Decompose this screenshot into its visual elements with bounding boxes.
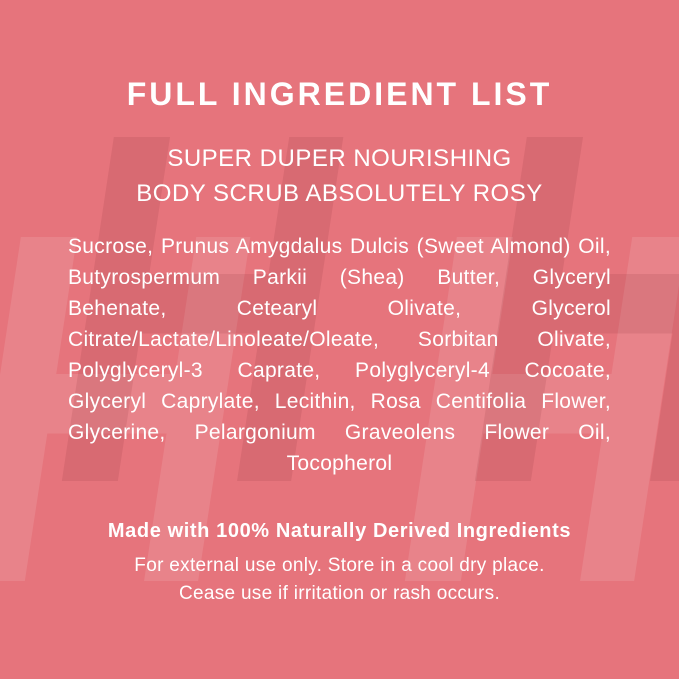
ingredient-line: Behenate, Cetearyl Olivate, Glycerol [68,297,611,320]
product-subtitle: SUPER DUPER NOURISHING BODY SCRUB ABSOLU… [0,141,679,211]
usage-note: For external use only. Store in a cool d… [0,552,679,608]
ingredient-line: Polyglyceryl-3 Caprate, Polyglyceryl-4 C… [68,359,611,382]
ingredient-line: Butyrospermum Parkii (Shea) Butter, Glyc… [68,266,611,289]
ingredient-line: Glycerine, Pelargonium Graveolens Flower… [68,421,611,444]
usage-note-line1: For external use only. Store in a cool d… [134,555,545,576]
page-title: FULL INGREDIENT LIST [126,76,553,112]
product-subtitle-line1: SUPER DUPER NOURISHING [167,145,512,172]
product-subtitle-line2: BODY SCRUB ABSOLUTELY ROSY [136,180,543,207]
usage-note-line2: Cease use if irritation or rash occurs. [178,583,501,604]
ingredient-line: Citrate/Lactate/Linoleate/Oleate, Sorbit… [68,328,611,351]
ingredient-line: Glyceryl Caprylate, Lecithin, Rosa Centi… [68,390,611,413]
ingredients-paragraph: Sucrose, Prunus Amygdalus Dulcis (Sweet … [68,231,611,479]
ingredient-line: Sucrose, Prunus Amygdalus Dulcis (Sweet … [68,235,611,258]
made-with-claim: Made with 100% Naturally Derived Ingredi… [107,520,572,542]
ingredient-line: Tocopherol [286,452,393,475]
